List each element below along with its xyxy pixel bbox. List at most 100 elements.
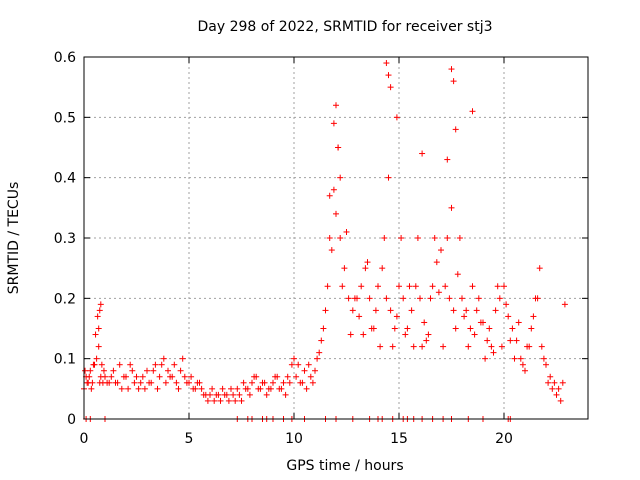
- data-point: [360, 331, 367, 338]
- data-point: [263, 391, 270, 398]
- data-point: [303, 385, 310, 392]
- data-point: [385, 174, 392, 181]
- data-point: [150, 367, 157, 374]
- data-point: [509, 325, 516, 332]
- data-point: [557, 397, 564, 404]
- data-point: [396, 283, 402, 290]
- data-point: [377, 343, 384, 350]
- data-point: [200, 391, 207, 398]
- data-point: [496, 295, 503, 302]
- data-point: [249, 379, 255, 386]
- data-point: [528, 325, 535, 332]
- data-point: [322, 307, 329, 314]
- data-point: [270, 379, 276, 386]
- data-point: [301, 367, 308, 374]
- data-point: [412, 283, 419, 290]
- data-point: [383, 60, 390, 67]
- data-point: [86, 373, 93, 380]
- data-point: [381, 235, 388, 241]
- data-point: [408, 307, 415, 314]
- data-point: [473, 307, 480, 314]
- data-point: [141, 385, 148, 392]
- data-point: [89, 379, 96, 386]
- data-point: [217, 397, 224, 404]
- data-point: [515, 319, 522, 326]
- data-point: [207, 391, 213, 398]
- data-point: [339, 283, 346, 290]
- chart-title: Day 298 of 2022, SRMTID for receiver stj…: [198, 19, 493, 35]
- data-point: [465, 343, 472, 350]
- data-point: [251, 373, 258, 380]
- data-point: [561, 301, 568, 308]
- data-point: [530, 313, 537, 320]
- data-point: [356, 313, 363, 320]
- data-point: [96, 379, 103, 386]
- data-point: [328, 247, 335, 254]
- data-point: [389, 343, 396, 350]
- data-point: [94, 313, 101, 320]
- data-point: [362, 265, 369, 272]
- data-point: [183, 379, 190, 386]
- data-point: [160, 355, 167, 362]
- data-point: [450, 307, 457, 314]
- data-point: [398, 235, 405, 241]
- data-point: [330, 186, 337, 193]
- data-point: [404, 325, 411, 332]
- data-point: [333, 210, 339, 217]
- y-tick-label: 0.1: [54, 352, 76, 368]
- data-point: [96, 307, 103, 314]
- data-point: [387, 84, 394, 91]
- data-point: [551, 379, 558, 386]
- data-point: [538, 343, 545, 350]
- data-point: [100, 367, 107, 374]
- data-point: [444, 235, 451, 241]
- data-point: [175, 385, 182, 392]
- data-point: [519, 361, 526, 368]
- data-point: [307, 373, 314, 380]
- data-point: [545, 379, 552, 386]
- data-point: [192, 385, 199, 392]
- data-point: [543, 361, 549, 368]
- data-point: [133, 373, 140, 380]
- data-point: [383, 295, 390, 302]
- data-point: [314, 355, 321, 362]
- data-point: [507, 337, 514, 344]
- data-point: [242, 385, 249, 392]
- data-point: [366, 295, 373, 302]
- data-points: [81, 60, 568, 422]
- data-point: [120, 373, 127, 380]
- data-point: [291, 355, 297, 362]
- data-point: [305, 361, 312, 368]
- data-point: [116, 361, 123, 368]
- data-point: [559, 379, 566, 386]
- data-point: [118, 385, 125, 392]
- data-point: [532, 295, 539, 302]
- y-tick-label: 0.5: [54, 110, 76, 126]
- data-point: [372, 307, 379, 314]
- data-point: [167, 373, 174, 380]
- data-point: [225, 397, 232, 404]
- data-point: [204, 397, 211, 404]
- data-point: [213, 391, 220, 398]
- data-point: [84, 379, 91, 386]
- data-point: [444, 156, 451, 163]
- data-point: [379, 265, 386, 272]
- data-point: [324, 283, 331, 290]
- data-point: [284, 373, 291, 380]
- data-point: [391, 325, 398, 332]
- data-point: [492, 307, 499, 314]
- data-point: [503, 301, 510, 308]
- data-point: [162, 379, 169, 386]
- data-point: [522, 367, 528, 374]
- data-point: [154, 385, 161, 392]
- data-point: [127, 361, 134, 368]
- y-tick-label: 0.6: [54, 50, 76, 66]
- data-point: [469, 283, 476, 290]
- data-point: [440, 343, 447, 350]
- data-point: [417, 295, 423, 302]
- data-point: [221, 391, 228, 398]
- data-point: [108, 373, 115, 380]
- data-point: [135, 385, 142, 392]
- data-point: [393, 313, 400, 320]
